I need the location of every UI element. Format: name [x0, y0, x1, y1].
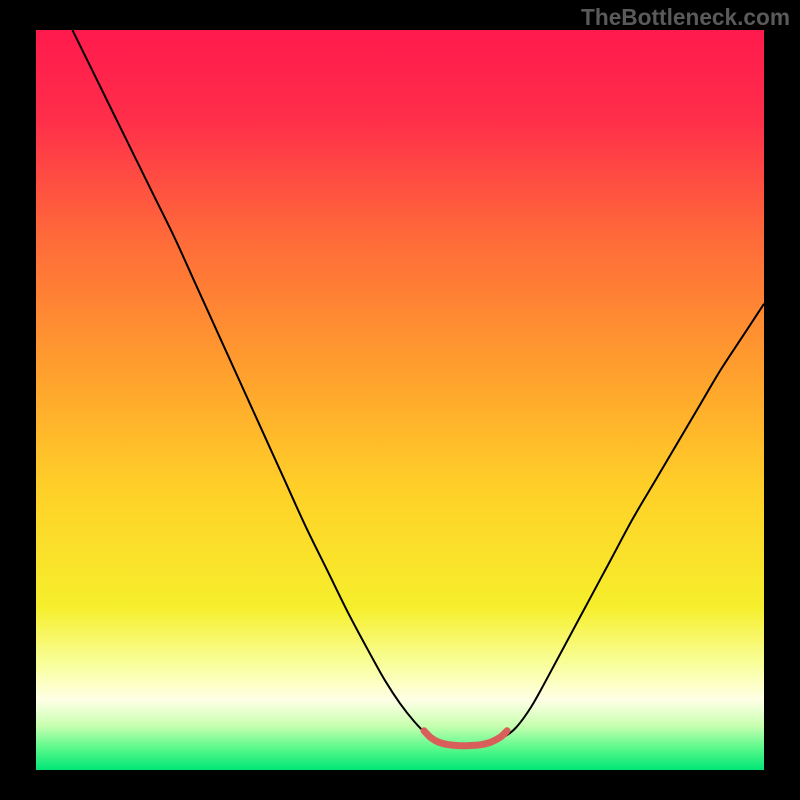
bottleneck-chart — [0, 0, 800, 800]
plot-background — [36, 30, 764, 770]
chart-container: TheBottleneck.com — [0, 0, 800, 800]
